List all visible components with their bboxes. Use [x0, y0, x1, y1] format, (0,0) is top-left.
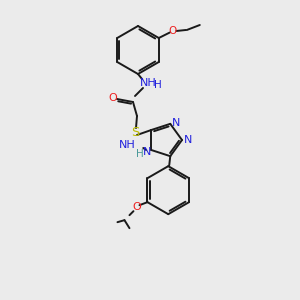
Text: NH: NH [118, 140, 135, 150]
Text: H: H [136, 149, 144, 159]
Text: N: N [172, 118, 180, 128]
Text: N: N [143, 147, 152, 157]
Text: O: O [132, 202, 141, 212]
Text: O: O [109, 93, 117, 103]
Text: N: N [184, 135, 192, 145]
Text: H: H [154, 80, 162, 90]
Text: O: O [169, 26, 177, 36]
Text: S: S [131, 125, 139, 139]
Text: NH: NH [140, 78, 156, 88]
